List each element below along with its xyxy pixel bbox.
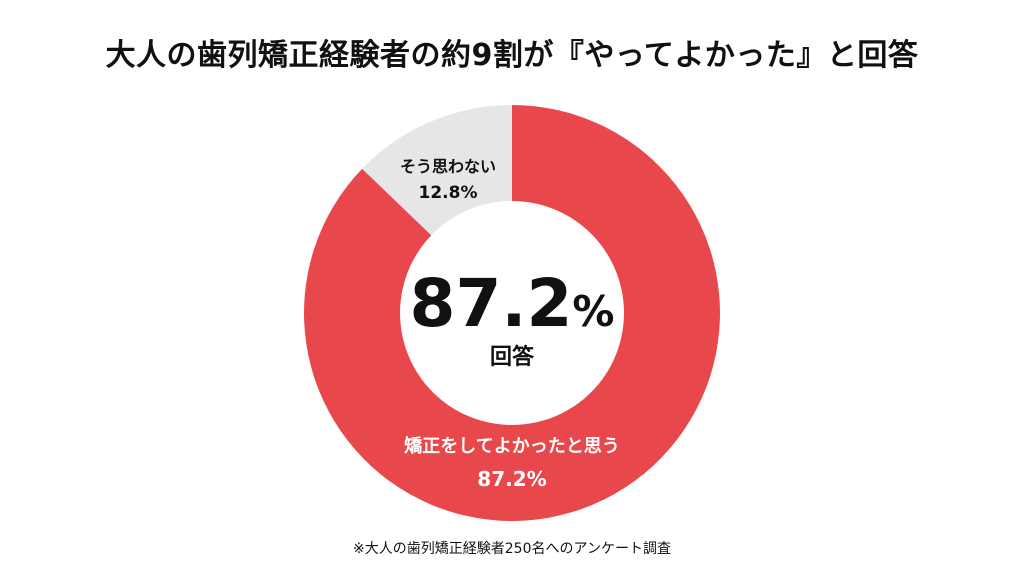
- slice-value-soomowanai: 12.8%: [419, 183, 478, 203]
- center-value-number: 87.2: [410, 265, 573, 342]
- chart-title: 大人の歯列矯正経験者の約9割が『やってよかった』と回答: [105, 38, 919, 73]
- center-value-unit: %: [572, 287, 614, 336]
- footnote: ※大人の歯列矯正経験者250名へのアンケート調査: [353, 541, 671, 557]
- slice-yokatta: [304, 105, 721, 521]
- center-caption: 回答: [490, 344, 535, 370]
- slice-soomowanai: [362, 105, 512, 236]
- center-value: 87.2%: [410, 265, 615, 342]
- slice-value-yokatta: 87.2%: [477, 467, 546, 491]
- slice-label-yokatta: 矯正をしてよかったと思う: [404, 435, 619, 457]
- slice-label-soomowanai: そう思わない: [400, 157, 496, 176]
